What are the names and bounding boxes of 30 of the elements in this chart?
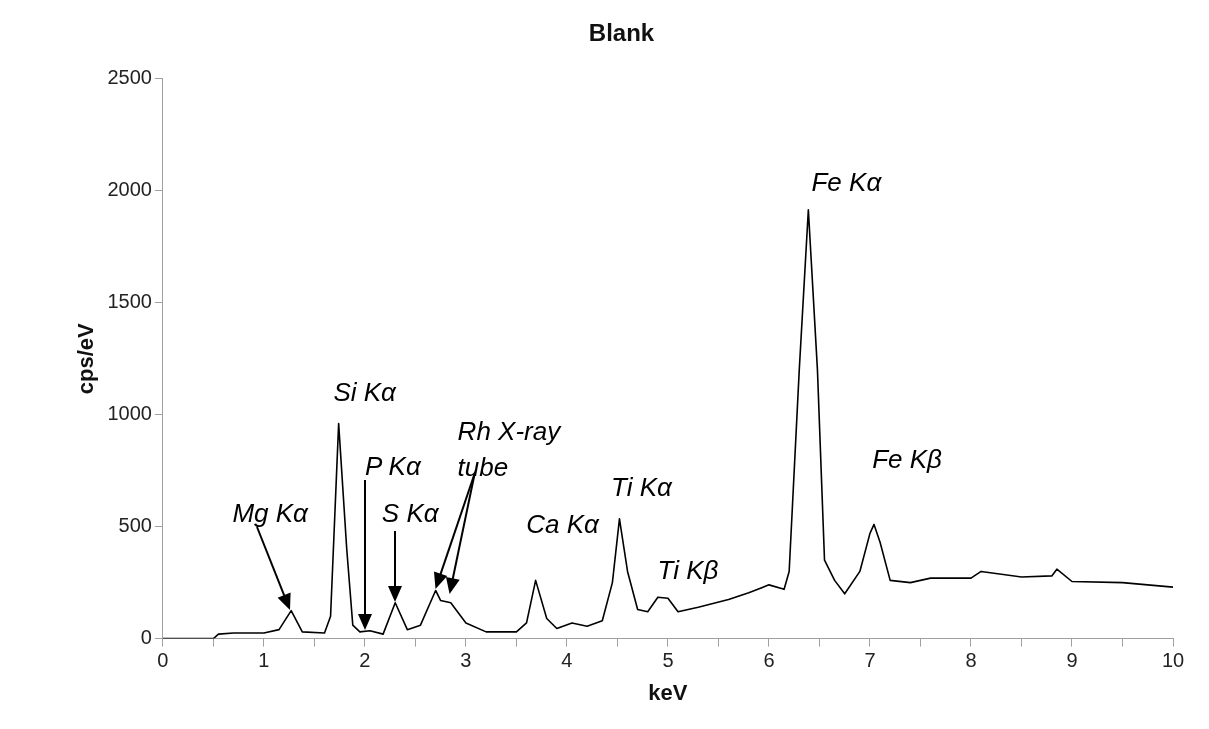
y-axis-title: cps/eV	[73, 322, 99, 395]
annotation: P Kα	[365, 451, 422, 481]
x-tick-label: 5	[662, 649, 674, 672]
y-tick-label: 2000	[107, 178, 152, 201]
y-tick-label: 1500	[107, 290, 152, 313]
x-tick-label: 10	[1161, 649, 1185, 672]
y-tick-label: 0	[140, 626, 152, 649]
x-tick-label: 6	[763, 649, 775, 672]
annotation: Mg Kα	[232, 497, 310, 528]
annotation: Fe Kα	[811, 167, 883, 198]
y-tick-label: 1000	[107, 402, 152, 425]
x-tick-label: 3	[460, 649, 472, 672]
x-axis-title: keV	[648, 679, 688, 705]
x-tick-label: 1	[258, 649, 270, 672]
x-tick-label: 9	[1066, 649, 1078, 672]
annotation: Ti Kα	[611, 472, 674, 503]
chart-title: Blank	[588, 19, 655, 47]
x-tick-label: 0	[157, 649, 169, 672]
x-tick-label: 8	[965, 649, 977, 672]
annotation: Fe Kβ	[872, 443, 943, 474]
y-tick-label: 500	[118, 514, 152, 537]
annotation: Ti Kβ	[657, 555, 719, 586]
x-tick-label: 4	[561, 649, 573, 672]
annotation: Rh X-ray tube	[457, 415, 563, 482]
y-tick-label: 2500	[107, 66, 152, 89]
x-tick-label: 2	[359, 649, 371, 672]
annotation: S Kα	[381, 498, 440, 529]
x-tick-label: 7	[864, 649, 876, 672]
annotation: Si Kα	[333, 376, 398, 407]
annotation: Ca Kα	[526, 508, 601, 539]
